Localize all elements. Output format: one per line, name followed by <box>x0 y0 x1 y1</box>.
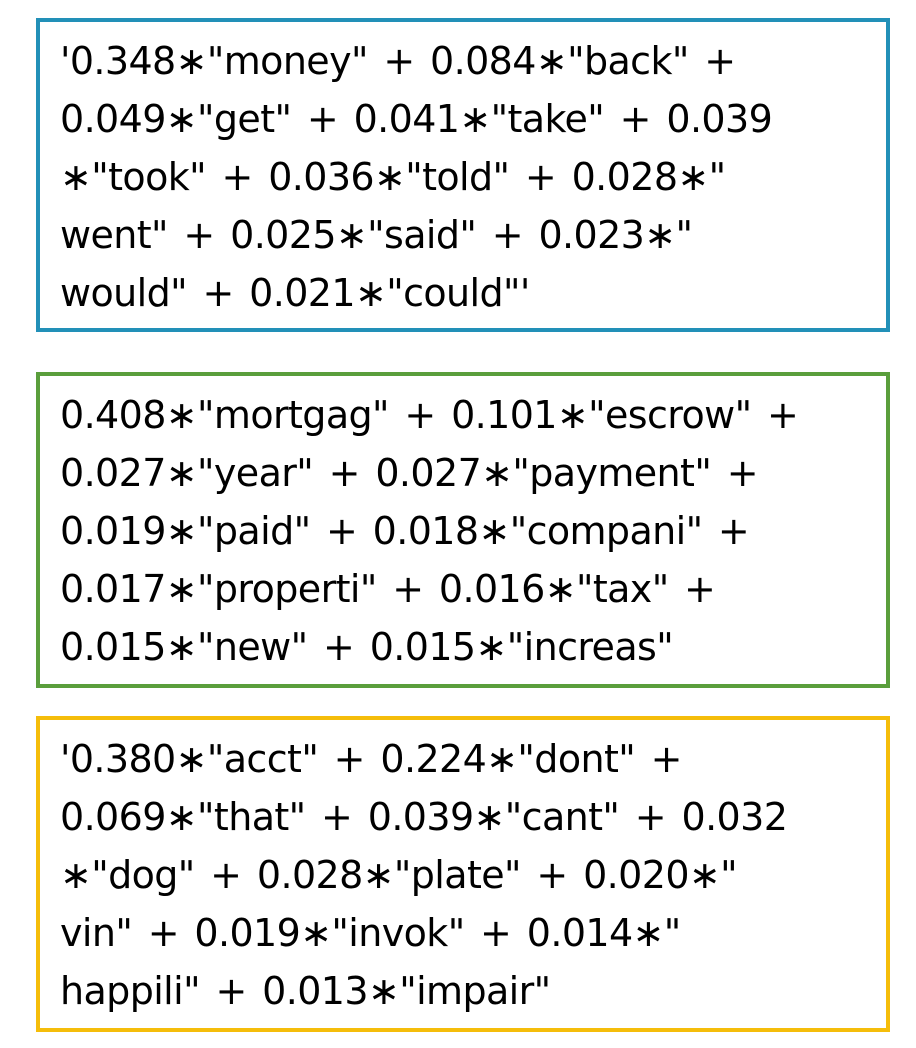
topic-text-2: 0.408∗"mortgag" + 0.101∗"escrow" + 0.027… <box>60 386 876 676</box>
topic-3-line-2: 0.069∗"that" + 0.039∗"cant" + 0.032 <box>60 795 788 839</box>
topic-1-line-4: went" + 0.025∗"said" + 0.023∗" <box>60 213 693 257</box>
topic-2-line-5: 0.015∗"new" + 0.015∗"increas" <box>60 625 674 669</box>
topic-text-3: '0.380∗"acct" + 0.224∗"dont" + 0.069∗"th… <box>60 730 876 1020</box>
topic-2-line-1: 0.408∗"mortgag" + 0.101∗"escrow" + <box>60 393 799 437</box>
topic-3-line-5: happili" + 0.013∗"impair" <box>60 969 551 1013</box>
topic-1-line-2: 0.049∗"get" + 0.041∗"take" + 0.039 <box>60 97 773 141</box>
topic-1-line-5: would" + 0.021∗"could"' <box>60 271 530 315</box>
topic-2-line-2: 0.027∗"year" + 0.027∗"payment" + <box>60 451 759 495</box>
topic-box-1: '0.348∗"money" + 0.084∗"back" + 0.049∗"g… <box>36 18 890 332</box>
topic-3-line-4: vin" + 0.019∗"invok" + 0.014∗" <box>60 911 681 955</box>
topic-1-line-3: ∗"took" + 0.036∗"told" + 0.028∗" <box>60 155 726 199</box>
topic-box-3: '0.380∗"acct" + 0.224∗"dont" + 0.069∗"th… <box>36 716 890 1032</box>
topic-2-line-3: 0.019∗"paid" + 0.018∗"compani" + <box>60 509 750 553</box>
topic-3-line-3: ∗"dog" + 0.028∗"plate" + 0.020∗" <box>60 853 738 897</box>
topic-1-line-1: '0.348∗"money" + 0.084∗"back" + <box>60 39 736 83</box>
topic-box-2: 0.408∗"mortgag" + 0.101∗"escrow" + 0.027… <box>36 372 890 688</box>
topic-3-line-1: '0.380∗"acct" + 0.224∗"dont" + <box>60 737 682 781</box>
topic-2-line-4: 0.017∗"properti" + 0.016∗"tax" + <box>60 567 716 611</box>
topic-text-1: '0.348∗"money" + 0.084∗"back" + 0.049∗"g… <box>60 32 876 322</box>
